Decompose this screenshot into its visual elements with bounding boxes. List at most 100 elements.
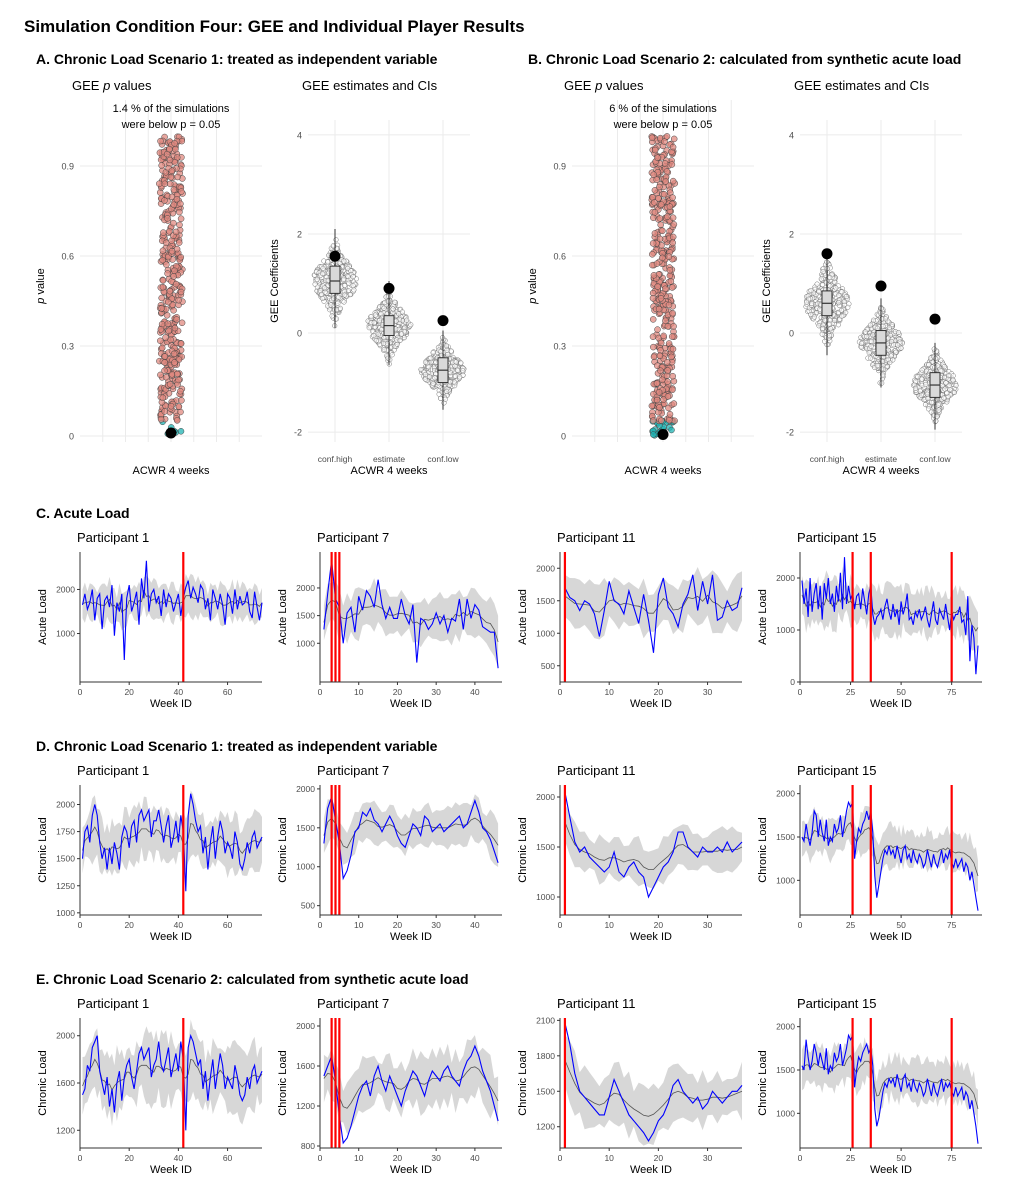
y-tick-label: 2000 [776,789,795,799]
sim-point [157,416,165,423]
sim-point [656,235,664,243]
estimate-point [835,322,841,328]
sim-point [175,296,182,304]
sim-point [648,134,656,142]
estimate-point [882,316,889,322]
sim-point [653,380,661,387]
estimate-point [845,304,851,310]
y-tick-label: 2000 [56,584,75,594]
y-tick-label: 0.6 [61,252,74,262]
sim-point [164,320,172,327]
y-axis-label: Acute Load [37,589,49,645]
estimate-point [839,289,845,295]
sim-point [157,337,164,345]
sim-point [657,347,664,354]
estimate-point [843,294,849,300]
y-axis-label: Chronic Load [517,817,529,882]
y-tick-label: 1500 [776,1065,795,1075]
sim-point [165,327,172,335]
sim-point [666,416,673,424]
estimate-point [811,314,817,320]
confidence-band [323,578,499,669]
estimate-point [402,325,408,331]
sim-point [659,227,666,235]
sim-point [650,272,658,279]
sim-point [669,386,676,394]
estimate-point [944,390,950,396]
estimate-point [946,372,952,379]
sim-point [663,358,671,366]
sim-point [657,201,665,208]
sim-point-significant [668,426,675,434]
x-tick-label: estimate [865,454,897,464]
y-tick-label: 1000 [776,1108,795,1118]
annotation-line: 1.4 % of the simulations [113,103,230,115]
sim-point [669,309,676,317]
estimate-point [917,388,923,394]
estimate-point [822,338,828,344]
y-axis-label-part: p [527,298,539,305]
sim-point [655,305,663,313]
estimate-point [935,402,942,408]
x-tick-label: 0 [318,920,323,930]
y-tick-label: 1500 [296,611,315,621]
estimate-point [953,382,959,389]
sim-point [667,278,675,285]
estimate-point [336,294,342,300]
sim-point [651,230,659,237]
estimate-point [928,409,934,415]
estimate-point [941,395,947,401]
section-d-title: D. Chronic Load Scenario 1: treated as i… [36,738,438,754]
sim-point [157,371,164,379]
y-tick-label: 2 [297,229,302,239]
estimate-point [862,329,869,335]
sim-point [160,229,167,236]
y-tick-label: 500 [541,661,555,671]
sim-point [664,367,671,374]
participant-line [564,574,743,653]
y-tick-label: 1500 [536,596,555,606]
y-tick-label: 4 [297,130,302,140]
x-tick-label: 10 [354,920,364,930]
sim-point [167,402,175,410]
estimate-point [422,359,429,365]
estimate-point [933,418,939,424]
sim-point [164,215,171,222]
panel-title: Participant 11 [557,530,636,545]
y-axis-label: Chronic Load [757,1050,769,1115]
y-tick-label: 0.9 [61,162,74,172]
sim-point [173,195,181,203]
x-tick-label: 50 [896,1153,906,1163]
sim-point [654,283,661,290]
estimate-point [941,364,947,370]
sim-point [161,408,168,415]
x-tick-label: 0 [318,687,323,697]
sim-point [657,221,664,229]
sim-point [666,411,674,418]
x-tick-label: 60 [223,1153,233,1163]
sim-point [659,376,666,384]
sim-point [161,353,169,360]
mean-line [564,821,743,870]
x-tick-label: 0 [798,1153,803,1163]
x-tick-label: 0 [318,1153,323,1163]
observed-point [875,280,887,292]
y-tick-label: 0.9 [553,162,566,172]
sim-point [660,396,667,403]
x-tick-label: estimate [373,454,405,464]
sim-point [668,161,676,168]
participant-line [323,560,499,669]
x-tick-label: 30 [431,687,441,697]
sim-point [172,280,180,288]
estimate-point [454,367,461,373]
x-axis-label: ACWR 4 weeks [132,465,210,477]
x-axis-label: Week ID [150,1164,192,1176]
estimate-point [839,313,845,319]
estimate-point [946,382,952,389]
y-axis-label: Acute Load [517,589,529,645]
estimate-point [351,287,357,293]
sim-point [172,145,179,153]
estimate-point [381,340,387,346]
estimate-point [457,374,463,380]
plots-layer: 0 0.3 0.6 0.9 GEE p values 1.4 % of the simul… [35,78,982,1176]
